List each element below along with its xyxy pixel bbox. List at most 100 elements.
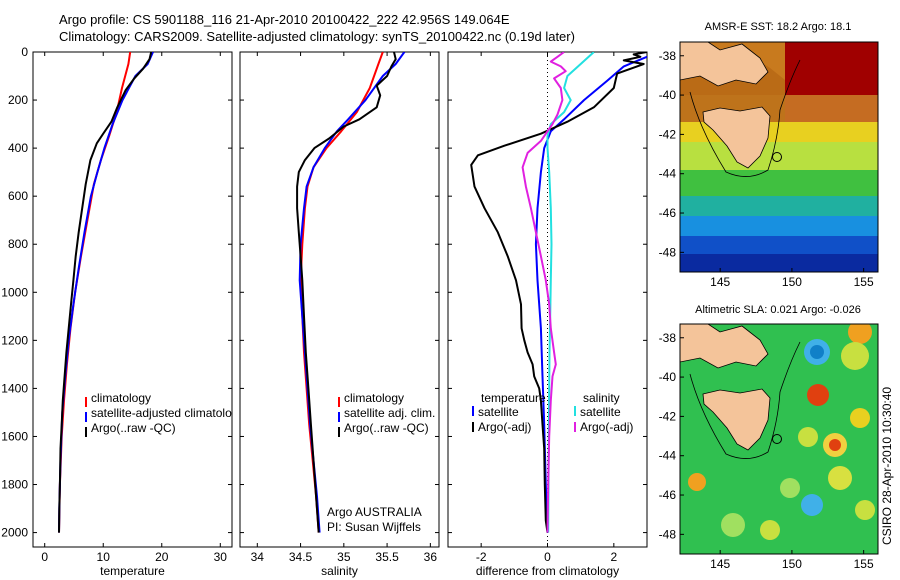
plot-frame: [239, 51, 440, 548]
map-y-tick-label: -48: [659, 527, 677, 541]
sla-blob: [828, 466, 852, 490]
y-tick-label: 800: [8, 237, 28, 251]
sst-band-lime: [680, 142, 878, 172]
sla-map-frame: [679, 323, 879, 555]
y-tick-label: 1000: [1, 285, 28, 299]
difference-legend: temperature satellite Argo(-adj) salinit…: [472, 391, 633, 434]
x-axis-label: difference from climatology: [476, 564, 619, 578]
x-tick-label: 34.5: [289, 550, 313, 564]
sla-blob: [841, 342, 869, 370]
side-timestamp: CSIRO 28-Apr-2010 10:30:40: [880, 387, 894, 545]
x-tick-label: 0: [41, 550, 48, 564]
series-temperature-satellite: [534, 55, 647, 533]
sst-map-frame: [679, 41, 879, 273]
header-title-line1: Argo profile: CS 5901188_116 21-Apr-2010…: [59, 12, 510, 27]
plot-frame: [32, 51, 233, 548]
legend-label-argo: Argo(..raw -QC): [91, 421, 176, 435]
series-group: [296, 52, 406, 533]
y-tick-label: 0: [21, 45, 28, 59]
series-satellite-adj-clim-: [298, 52, 406, 533]
x-tick-label: 20: [155, 550, 169, 564]
legend-label-temp-satellite: satellite: [478, 405, 519, 419]
sla-blob: [721, 513, 745, 537]
sla-map: Altimetric SLA: 0.021 Argo: -0.026: [659, 304, 894, 571]
salinity-panel: 34 34.5 35 35.5 36 salinity: [239, 51, 440, 578]
y-tick-label: 200: [8, 93, 28, 107]
legend-label-satellite: satellite adj. clim.: [344, 406, 435, 420]
x-tick-label: 35: [337, 550, 351, 564]
y-tick-label: 1200: [1, 333, 28, 347]
legend-label-sal-argo: Argo(-adj): [580, 420, 633, 434]
sst-bathymetry: [689, 59, 801, 177]
series-group: [58, 52, 154, 533]
map-y-tick-label: -40: [659, 370, 677, 384]
legend-header-temperature: temperature: [481, 391, 546, 405]
annotation-argo-australia: Argo AUSTRALIA: [327, 505, 422, 519]
sst-band-blue: [680, 236, 878, 256]
legend-label-temp-argo: Argo(-adj): [478, 420, 531, 434]
map-x-tick-label: 155: [854, 557, 874, 571]
sst-map-axes: 145 150 155 -38 -40 -42 -44 -46 -48: [659, 49, 874, 289]
series-climatology: [58, 52, 132, 533]
sla-blob: [848, 324, 872, 344]
map-y-tick-label: -38: [659, 331, 677, 345]
annotation-pi: PI: Susan Wijffels: [327, 520, 421, 534]
legend-label-argo: Argo(..raw -QC): [344, 421, 429, 435]
temperature-panel: 0 10 20 30 0 200 400 600 800 1000 1200 1400 1600 1800…: [1, 45, 233, 578]
map-x-tick-label: 145: [710, 275, 730, 289]
x-axis-label: salinity: [321, 564, 358, 578]
legend-label-climatology: climatology: [344, 391, 404, 405]
legend-label-satellite: satellite-adjusted climatology: [91, 406, 244, 420]
y-tick-label: 600: [8, 189, 28, 203]
y-tick-label: 1800: [1, 478, 28, 492]
sla-tasmania: [702, 388, 771, 451]
legend-label-sal-satellite: satellite: [580, 405, 621, 419]
header-title-line2: Climatology: CARS2009. Satellite-adjuste…: [59, 29, 575, 44]
sla-blob: [810, 345, 824, 359]
sst-band-deep-blue: [680, 254, 878, 272]
x-tick-label: 0: [544, 550, 551, 564]
series-argo-raw-qc-: [58, 52, 153, 533]
y-tick-label: 2000: [1, 526, 28, 540]
sla-blob: [780, 478, 800, 498]
x-axis-label: temperature: [100, 564, 165, 578]
salinity-legend: climatology satellite adj. clim. Argo(..…: [327, 391, 435, 534]
map-y-tick-label: -40: [659, 88, 677, 102]
map-y-tick-label: -48: [659, 245, 677, 259]
sla-blob: [760, 520, 780, 540]
x-tick-label: -2: [476, 550, 487, 564]
map-y-tick-label: -44: [659, 167, 677, 181]
y-tick-label: 1600: [1, 429, 28, 443]
sla-mainland: [680, 324, 769, 369]
sla-blob: [855, 500, 875, 520]
sla-blob: [829, 439, 841, 451]
sla-blob: [807, 384, 829, 406]
map-y-tick-label: -44: [659, 449, 677, 463]
x-tick-label: 36: [424, 550, 438, 564]
sst-map-title: AMSR-E SST: 18.2 Argo: 18.1: [705, 21, 852, 33]
y-tick-label: 1400: [1, 381, 28, 395]
sst-argo-marker: [772, 152, 782, 162]
x-tick-label: 34: [251, 550, 265, 564]
map-x-tick-label: 155: [854, 275, 874, 289]
sla-map-title: Altimetric SLA: 0.021 Argo: -0.026: [695, 304, 861, 316]
map-x-tick-label: 150: [782, 557, 802, 571]
series-argo-raw-qc-: [296, 52, 397, 533]
map-y-tick-label: -46: [659, 488, 677, 502]
sst-tasmania: [702, 106, 771, 169]
sla-map-axes: 145 150 155 -38 -40 -42 -44 -46 -48: [659, 331, 874, 571]
y-tick-label: 400: [8, 141, 28, 155]
series-group: [470, 52, 647, 533]
x-tick-label: 30: [214, 550, 228, 564]
series-salinity-argo-adj-: [521, 52, 567, 533]
sst-band-cyan: [680, 216, 878, 238]
map-y-tick-label: -46: [659, 206, 677, 220]
sla-blob: [688, 473, 706, 491]
sst-mainland: [680, 42, 769, 87]
map-y-tick-label: -42: [659, 409, 677, 423]
sla-bathymetry: [689, 341, 801, 459]
x-tick-label: 10: [97, 550, 111, 564]
map-y-tick-label: -38: [659, 49, 677, 63]
series-salinity-satellite: [546, 52, 595, 533]
